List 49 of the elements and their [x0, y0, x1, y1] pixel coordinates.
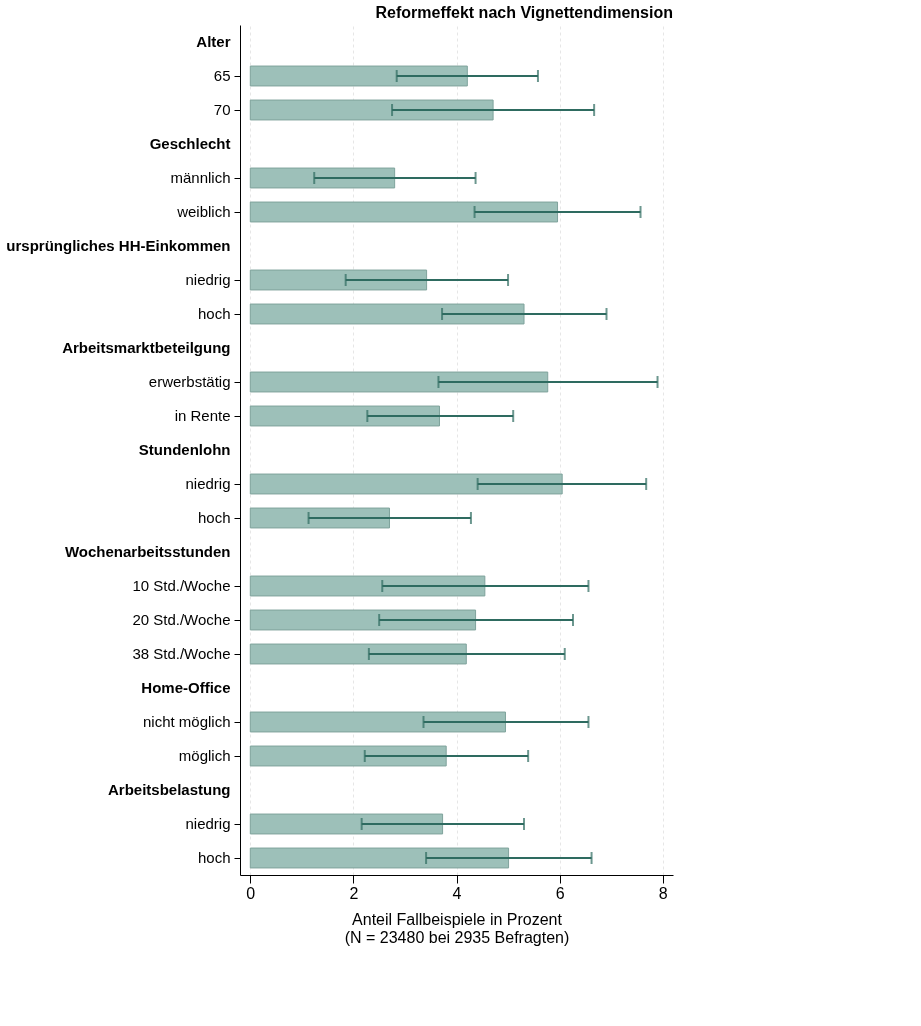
- x-tick-label: 0: [246, 884, 256, 902]
- y-tick-label: Home-Office: [141, 679, 231, 696]
- bar: [249, 99, 494, 121]
- y-tick-label: in Rente: [174, 407, 231, 424]
- bar: [249, 371, 549, 393]
- bar: [249, 303, 525, 325]
- y-tick-label: 70: [213, 101, 231, 118]
- y-tick-label: hoch: [197, 509, 231, 526]
- y-tick-label: niedrig: [185, 475, 231, 492]
- y-tick-label: männlich: [170, 169, 231, 186]
- bar: [249, 575, 486, 597]
- bar: [249, 745, 447, 767]
- y-tick-label: hoch: [197, 305, 231, 322]
- y-tick-label: ursprüngliches HH-Einkommen: [6, 237, 231, 254]
- bar: [249, 473, 563, 495]
- y-tick-label: 65: [213, 67, 231, 84]
- y-tick-label: 38 Std./Woche: [132, 645, 231, 662]
- bar: [249, 65, 468, 87]
- bar: [249, 507, 390, 529]
- bar: [249, 847, 510, 869]
- y-tick-label: Stundenlohn: [138, 441, 231, 458]
- y-tick-label: Alter: [196, 33, 231, 50]
- chart-title: Reformeffekt nach Vignettendimension: [375, 4, 673, 21]
- x-tick-label: 2: [349, 884, 359, 902]
- bar: [249, 167, 396, 189]
- bar: [249, 405, 440, 427]
- y-tick-label: Arbeitsmarktbeteilgung: [62, 339, 231, 356]
- bar: [249, 269, 428, 291]
- y-tick-label: erwerbstätig: [148, 373, 231, 390]
- y-tick-label: niedrig: [185, 271, 231, 288]
- y-tick-label: Geschlecht: [149, 135, 231, 152]
- x-tick-label: 6: [555, 884, 565, 902]
- y-tick-label: niedrig: [185, 815, 231, 832]
- x-tick-label: 8: [658, 884, 668, 902]
- bar: [249, 201, 559, 223]
- bar: [249, 609, 477, 631]
- y-tick-label: weiblich: [176, 203, 231, 220]
- y-tick-label: Arbeitsbelastung: [107, 781, 231, 798]
- y-tick-label: Wochenarbeitsstunden: [64, 543, 231, 560]
- bar: [249, 813, 444, 835]
- bar: [249, 711, 506, 733]
- y-tick-label: hoch: [197, 849, 231, 866]
- x-tick-label: 4: [452, 884, 462, 902]
- x-axis-title: Anteil Fallbeispiele in Prozent (N = 23480 bei 2935 Befragten): [344, 910, 570, 946]
- bar: [249, 643, 467, 665]
- y-tick-label: nicht möglich: [142, 713, 231, 730]
- y-tick-label: 10 Std./Woche: [132, 577, 231, 594]
- y-tick-label: möglich: [178, 747, 231, 764]
- y-tick-label: 20 Std./Woche: [132, 611, 231, 628]
